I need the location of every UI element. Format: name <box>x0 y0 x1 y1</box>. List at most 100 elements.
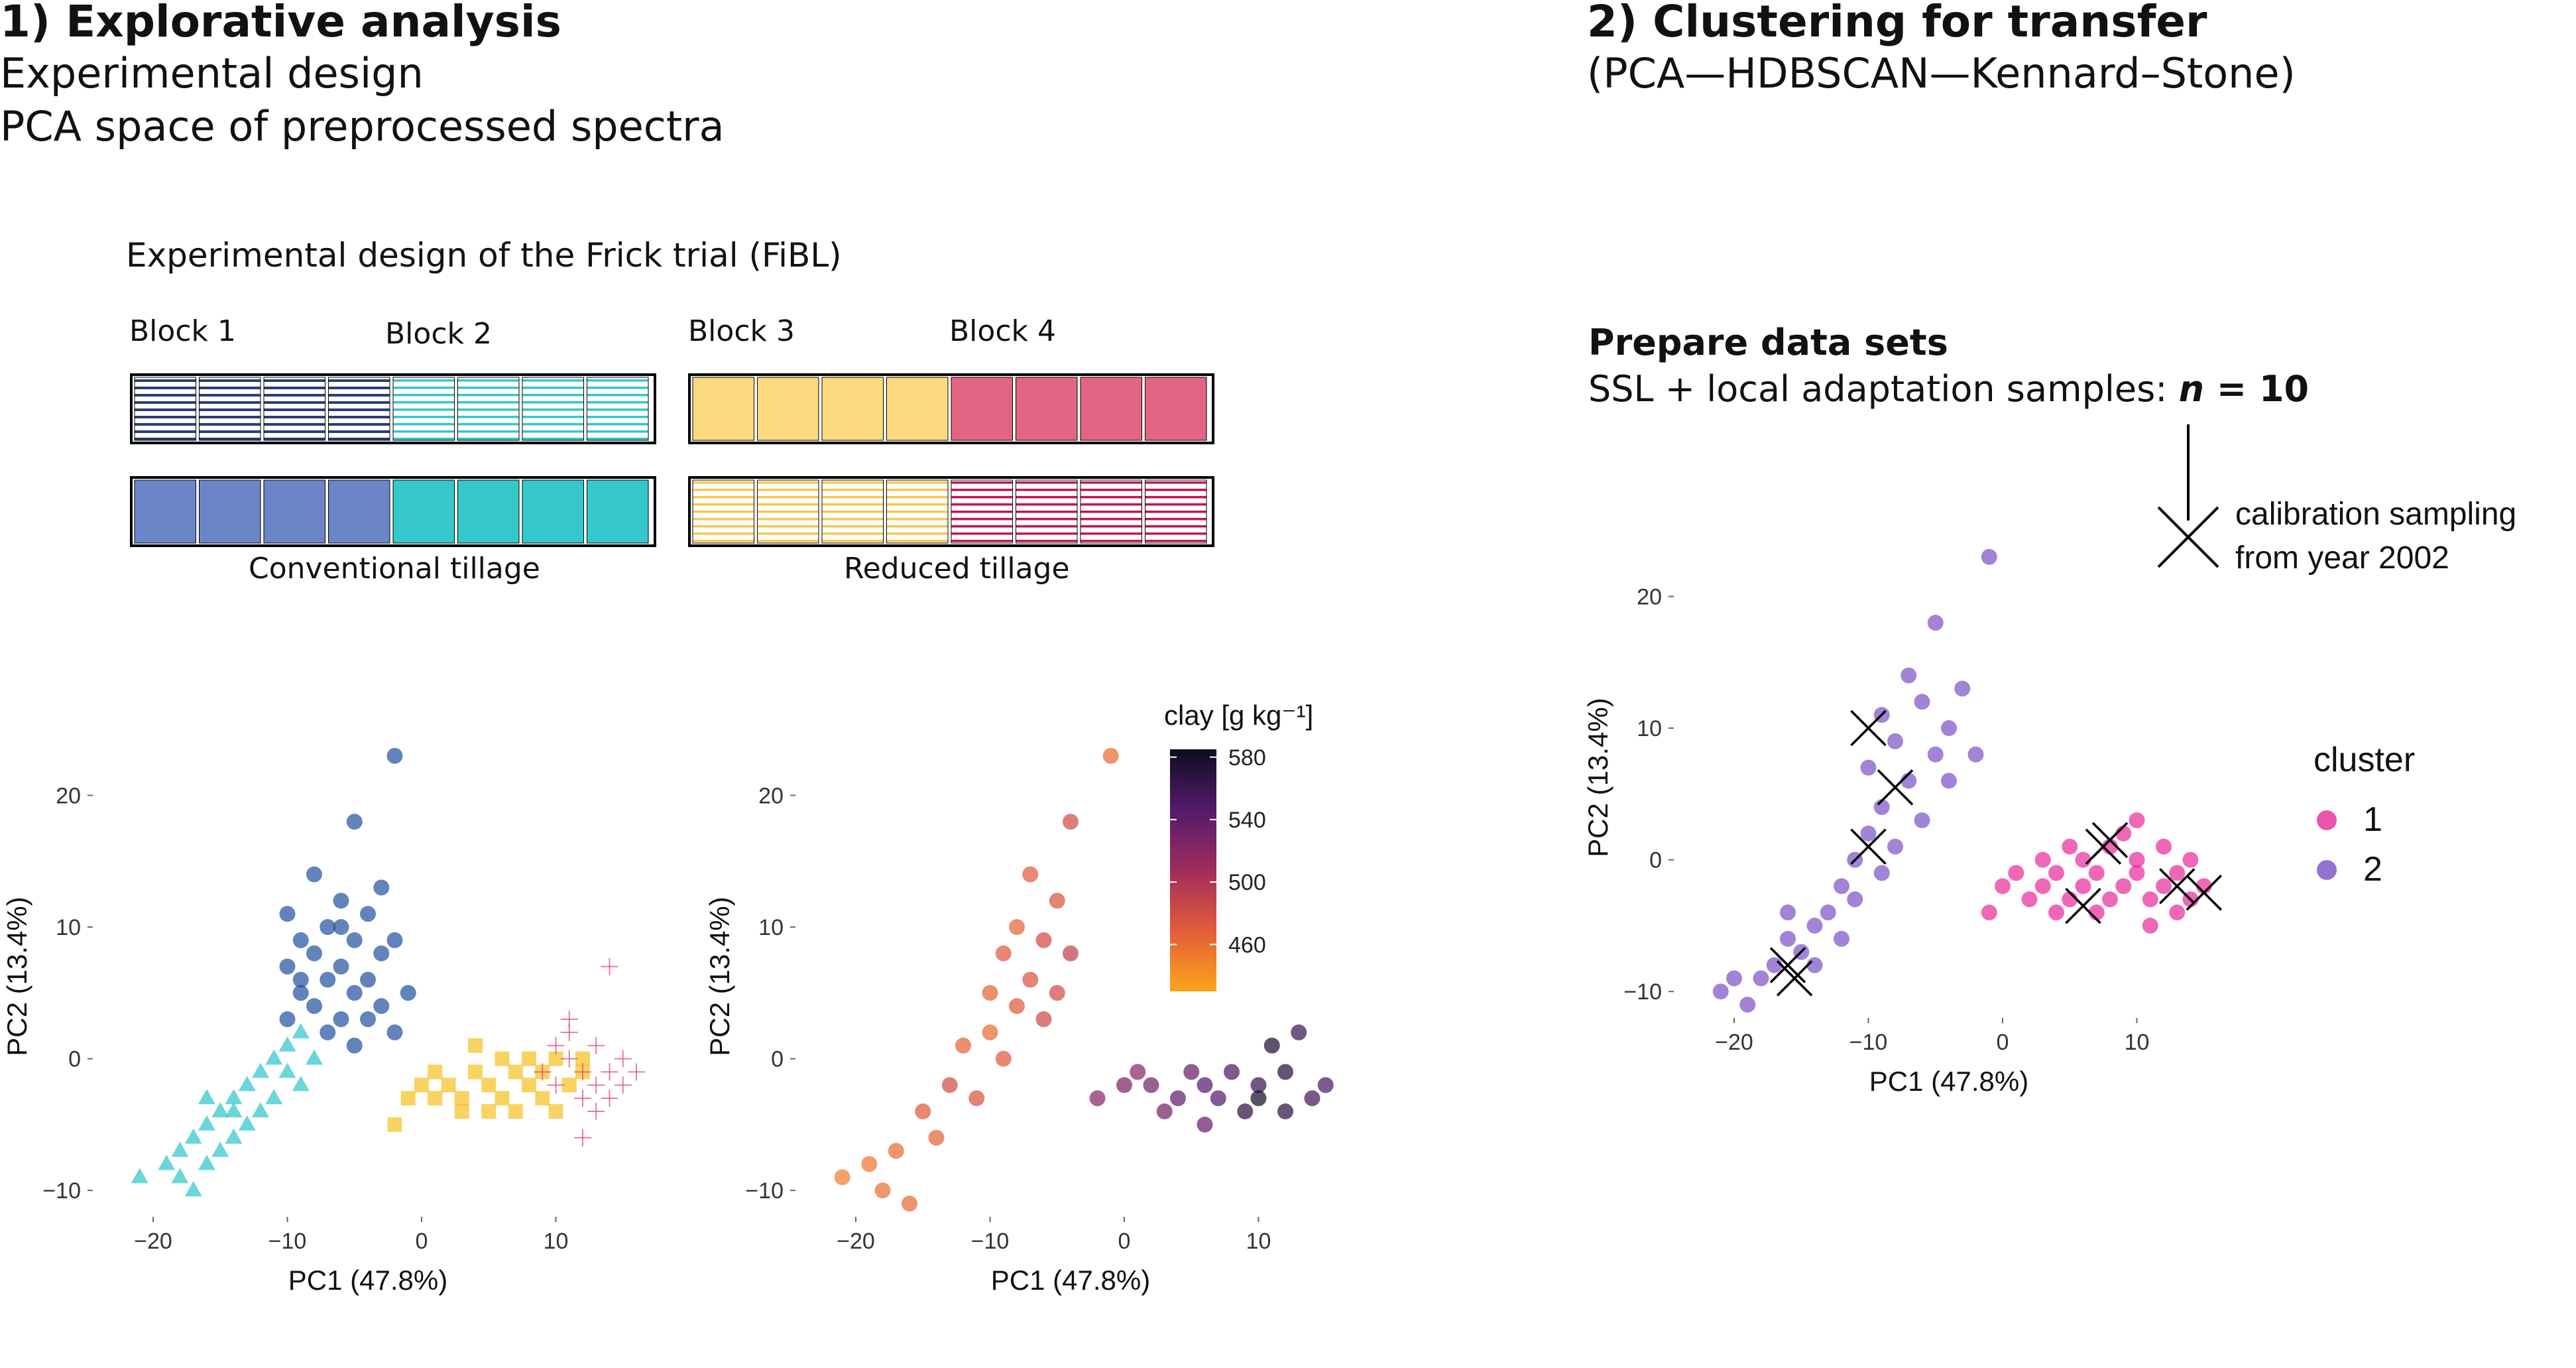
data-point <box>1981 548 1997 565</box>
data-point <box>601 1063 618 1081</box>
data-point <box>2021 891 2038 908</box>
data-point <box>1739 997 1756 1013</box>
x-tick-label: 10 <box>1246 1229 1271 1254</box>
data-point <box>428 1064 443 1080</box>
data-point <box>373 945 390 962</box>
data-point <box>1049 985 1065 1001</box>
cross-line <box>2065 887 2101 924</box>
colorbar <box>1170 749 1216 991</box>
plot-cell <box>1080 377 1142 441</box>
data-point <box>1049 893 1065 909</box>
data-point <box>560 1011 578 1028</box>
data-point <box>1035 1011 1052 1028</box>
calibration-cross <box>2186 875 2222 911</box>
data-point <box>1834 878 1849 895</box>
section1-subtitle-design: Experimental design <box>0 49 424 97</box>
data-point <box>1820 904 1836 921</box>
data-point <box>628 1063 645 1081</box>
data-point <box>2115 878 2132 895</box>
x-tick-label: −20 <box>837 1229 875 1254</box>
cluster-legend-key-1 <box>2317 810 2337 830</box>
data-point <box>386 1024 403 1040</box>
colorbar-tick-label: 460 <box>1228 932 1266 958</box>
y-tick-label: 20 <box>1637 584 1662 609</box>
block-4-label: Block 4 <box>949 314 1056 348</box>
data-point <box>1887 838 1903 855</box>
data-point <box>225 1089 243 1105</box>
data-point <box>915 1103 931 1120</box>
data-point <box>1901 667 1917 684</box>
cluster-legend-key-2 <box>2317 860 2337 880</box>
data-point <box>601 1089 618 1107</box>
data-point <box>198 1115 215 1131</box>
data-point <box>1780 904 1796 921</box>
y-tick-label: 0 <box>68 1047 81 1072</box>
calibration-cross <box>1776 960 1813 997</box>
data-point <box>292 1023 310 1038</box>
data-point <box>1224 1064 1240 1080</box>
data-point <box>2129 812 2145 829</box>
data-point <box>1806 917 1823 934</box>
data-point <box>238 1076 256 1091</box>
data-point <box>547 1076 565 1094</box>
data-point <box>346 985 363 1001</box>
data-point <box>587 1076 605 1094</box>
data-point <box>928 1129 945 1146</box>
plot-cell <box>757 479 819 544</box>
pca-plot-3: −20 −10 0 10 −10 0 10 20 PC1 (47.8%) PC2 (13.4%) <box>1582 548 2337 1097</box>
data-point <box>198 1089 215 1105</box>
data-point <box>252 1062 269 1078</box>
y-tick-label: −10 <box>42 1178 81 1204</box>
data-point <box>1156 1103 1173 1120</box>
data-point <box>428 1091 443 1106</box>
data-point <box>279 958 296 975</box>
section2-subtitle: (PCA—HDBSCAN—Kennard–Stone) <box>1587 49 2296 97</box>
data-point <box>1022 971 1039 988</box>
plot-cell <box>821 479 884 544</box>
plot-cell <box>457 377 520 441</box>
plot-cell <box>522 377 584 441</box>
data-point <box>400 985 416 1001</box>
data-point <box>2008 865 2024 881</box>
data-point <box>1237 1103 1254 1120</box>
data-point <box>574 1129 591 1147</box>
data-point <box>171 1141 189 1157</box>
data-point <box>1022 866 1039 883</box>
y-tick-label: 20 <box>56 783 81 808</box>
data-point <box>1834 930 1849 947</box>
calibration-cross <box>2159 868 2195 904</box>
data-point <box>587 1103 605 1121</box>
x-axis-title: PC1 (47.8%) <box>288 1265 447 1296</box>
data-point <box>548 1104 563 1119</box>
data-point <box>1860 825 1877 841</box>
data-point <box>279 906 296 922</box>
data-point <box>574 1063 591 1081</box>
data-point <box>902 1196 917 1212</box>
prepare-title: Prepare data sets <box>1588 322 1948 363</box>
data-point <box>1063 814 1079 830</box>
cross-line <box>1850 828 1887 865</box>
data-point <box>346 932 363 948</box>
data-point <box>534 1063 552 1081</box>
data-point <box>1995 878 2011 895</box>
cross-line <box>2085 828 2122 865</box>
section2-title: 2) Clustering for transfer <box>1587 0 2207 47</box>
data-point <box>2088 865 2105 881</box>
data-point <box>1304 1090 1320 1107</box>
reduced-tillage-label: Reduced tillage <box>844 552 1070 586</box>
data-point <box>346 814 363 830</box>
x-tick-label: −20 <box>134 1229 172 1254</box>
data-point <box>279 1011 296 1028</box>
pca-plot-1: −20 −10 0 10 −10 0 10 20 PC1 (47.8%) PC2 (13.4%) <box>1 747 645 1296</box>
plot-cell <box>951 377 1013 441</box>
data-point <box>1981 904 1997 921</box>
x-tick-label: −20 <box>1715 1030 1753 1055</box>
data-point <box>1250 1090 1267 1107</box>
data-point <box>522 1078 536 1093</box>
data-point <box>614 1050 632 1068</box>
data-point <box>2182 851 2199 868</box>
data-point <box>1130 1064 1146 1080</box>
data-point <box>508 1064 523 1080</box>
plot-cell <box>587 479 649 544</box>
